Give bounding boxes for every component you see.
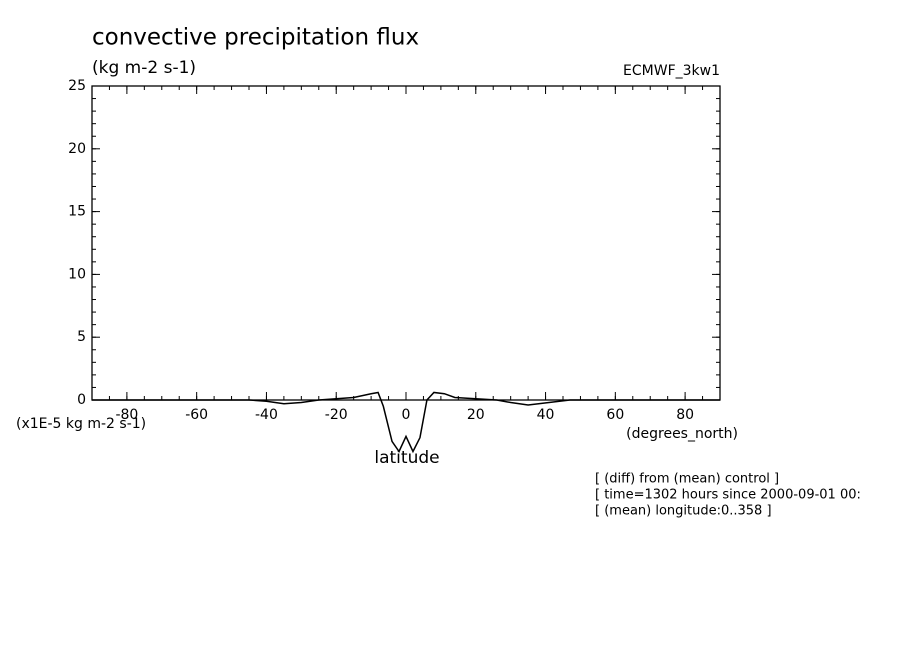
- footnote: [ time=1302 hours since 2000-09-01 00:: [595, 488, 861, 503]
- x-tick-label: 60: [606, 407, 624, 423]
- data-line: [92, 391, 720, 454]
- x-tick-label: -20: [325, 407, 348, 423]
- x-axis-label: latitude: [374, 448, 439, 468]
- footnote: [ (mean) longitude:0..358 ]: [595, 504, 772, 519]
- y-axis-label: (x1E-5 kg m-2 s-1): [16, 416, 146, 432]
- x-tick-label: -60: [185, 407, 208, 423]
- y-tick-label: 20: [68, 141, 86, 157]
- x-tick-label: -80: [115, 407, 138, 423]
- chart-title: convective precipitation flux: [92, 25, 419, 51]
- x-tick-label: 40: [537, 407, 555, 423]
- y-tick-label: 5: [77, 329, 86, 345]
- x-tick-label: 0: [402, 407, 411, 423]
- x-tick-label: 80: [676, 407, 694, 423]
- y-tick-label: 15: [68, 204, 86, 220]
- x-tick-label: -40: [255, 407, 278, 423]
- x-units-label: (degrees_north): [626, 426, 738, 442]
- footnote: [ (diff) from (mean) control ]: [595, 472, 779, 487]
- y-tick-label: 25: [68, 78, 86, 94]
- y-tick-label: 0: [77, 392, 86, 408]
- dataset-label: ECMWF_3kw1: [623, 63, 720, 79]
- x-tick-label: 20: [467, 407, 485, 423]
- plot-frame: [91, 85, 721, 401]
- chart-subtitle: (kg m-2 s-1): [92, 58, 196, 78]
- y-tick-label: 10: [68, 266, 86, 282]
